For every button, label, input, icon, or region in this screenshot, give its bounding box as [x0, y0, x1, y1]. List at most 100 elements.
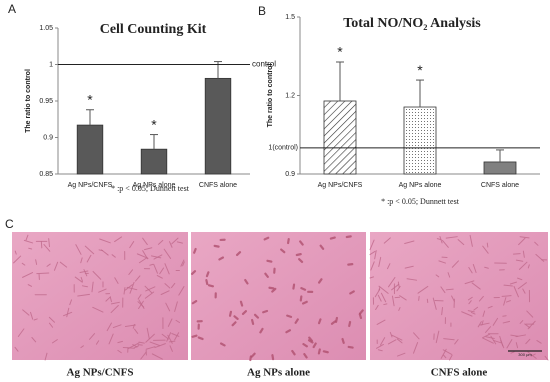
cell [14, 250, 17, 255]
cell [317, 318, 322, 325]
cell [544, 355, 549, 361]
cell [445, 236, 458, 239]
x-tick-label: Ag NPs alone [133, 182, 176, 189]
cell [110, 301, 120, 305]
cell [526, 310, 534, 318]
cell [387, 263, 391, 270]
cell [391, 334, 403, 341]
cell [95, 340, 100, 345]
cell [137, 301, 145, 308]
image-caption: CNFS alone [431, 367, 488, 379]
panel-label: B [258, 4, 266, 18]
cell [135, 275, 141, 282]
cell [168, 340, 176, 343]
cell [83, 269, 88, 277]
cell [138, 341, 145, 344]
cell [271, 287, 277, 293]
cell [378, 256, 382, 268]
cell [370, 261, 375, 271]
bar [403, 106, 437, 175]
reference-label: 1(control) [268, 145, 298, 152]
cell [510, 351, 515, 354]
cell [469, 234, 473, 247]
cell [286, 238, 290, 245]
cell [380, 337, 386, 346]
micrograph [370, 232, 548, 360]
significance: * [151, 116, 157, 132]
cell [348, 320, 352, 328]
cell [132, 324, 135, 329]
cell [485, 326, 492, 333]
cell [513, 285, 519, 298]
cell [182, 261, 185, 267]
cell [169, 345, 173, 352]
cell [389, 331, 393, 338]
cell [153, 264, 158, 274]
cell [218, 256, 225, 261]
cell [294, 318, 299, 324]
cell [374, 250, 377, 260]
cell [478, 295, 484, 302]
cell [153, 254, 163, 260]
cell [345, 235, 352, 239]
cell [25, 234, 29, 241]
cell [481, 320, 484, 326]
panel-label: A [8, 2, 16, 16]
cell [176, 241, 184, 244]
cell [376, 343, 384, 349]
cell [167, 318, 173, 327]
cell [89, 333, 96, 340]
cell [205, 271, 210, 278]
cell [396, 338, 403, 344]
x-tick-label: CNFS alone [481, 182, 519, 189]
cell [253, 313, 260, 319]
cell [442, 349, 453, 355]
cell [509, 281, 518, 285]
cell [319, 244, 325, 250]
cell [92, 306, 104, 313]
cell [482, 337, 494, 344]
cell [482, 333, 491, 339]
cell [534, 241, 539, 246]
cell [505, 300, 511, 303]
cell [169, 241, 173, 248]
chart-title: Cell Counting Kit [100, 22, 207, 37]
cell [492, 317, 499, 326]
cell [239, 300, 244, 307]
significance: * [417, 62, 423, 78]
cell [500, 339, 505, 349]
cell [330, 320, 337, 325]
cell [524, 323, 531, 329]
cell [470, 311, 476, 315]
cell [388, 277, 396, 288]
cell [530, 353, 536, 357]
significance: * [87, 91, 93, 107]
cell [445, 288, 454, 291]
cell [213, 244, 220, 248]
cell [66, 307, 70, 318]
cell [413, 342, 419, 354]
cell [35, 259, 38, 265]
cell [145, 286, 156, 292]
cell [98, 288, 107, 293]
cell [519, 236, 530, 239]
cell [303, 353, 308, 359]
cell [48, 316, 56, 323]
cell [117, 340, 124, 344]
cell [486, 242, 489, 248]
cell [235, 251, 242, 257]
cell [512, 253, 521, 255]
cell [151, 353, 163, 360]
cell [391, 295, 395, 307]
cell [502, 320, 511, 324]
cell [263, 236, 270, 241]
cell [377, 294, 382, 302]
cell [191, 299, 198, 305]
cell [114, 277, 119, 284]
cell [380, 292, 387, 303]
cell [454, 339, 459, 345]
cell [292, 283, 296, 290]
cell [110, 305, 119, 314]
cell [515, 334, 526, 338]
cell [298, 258, 304, 264]
